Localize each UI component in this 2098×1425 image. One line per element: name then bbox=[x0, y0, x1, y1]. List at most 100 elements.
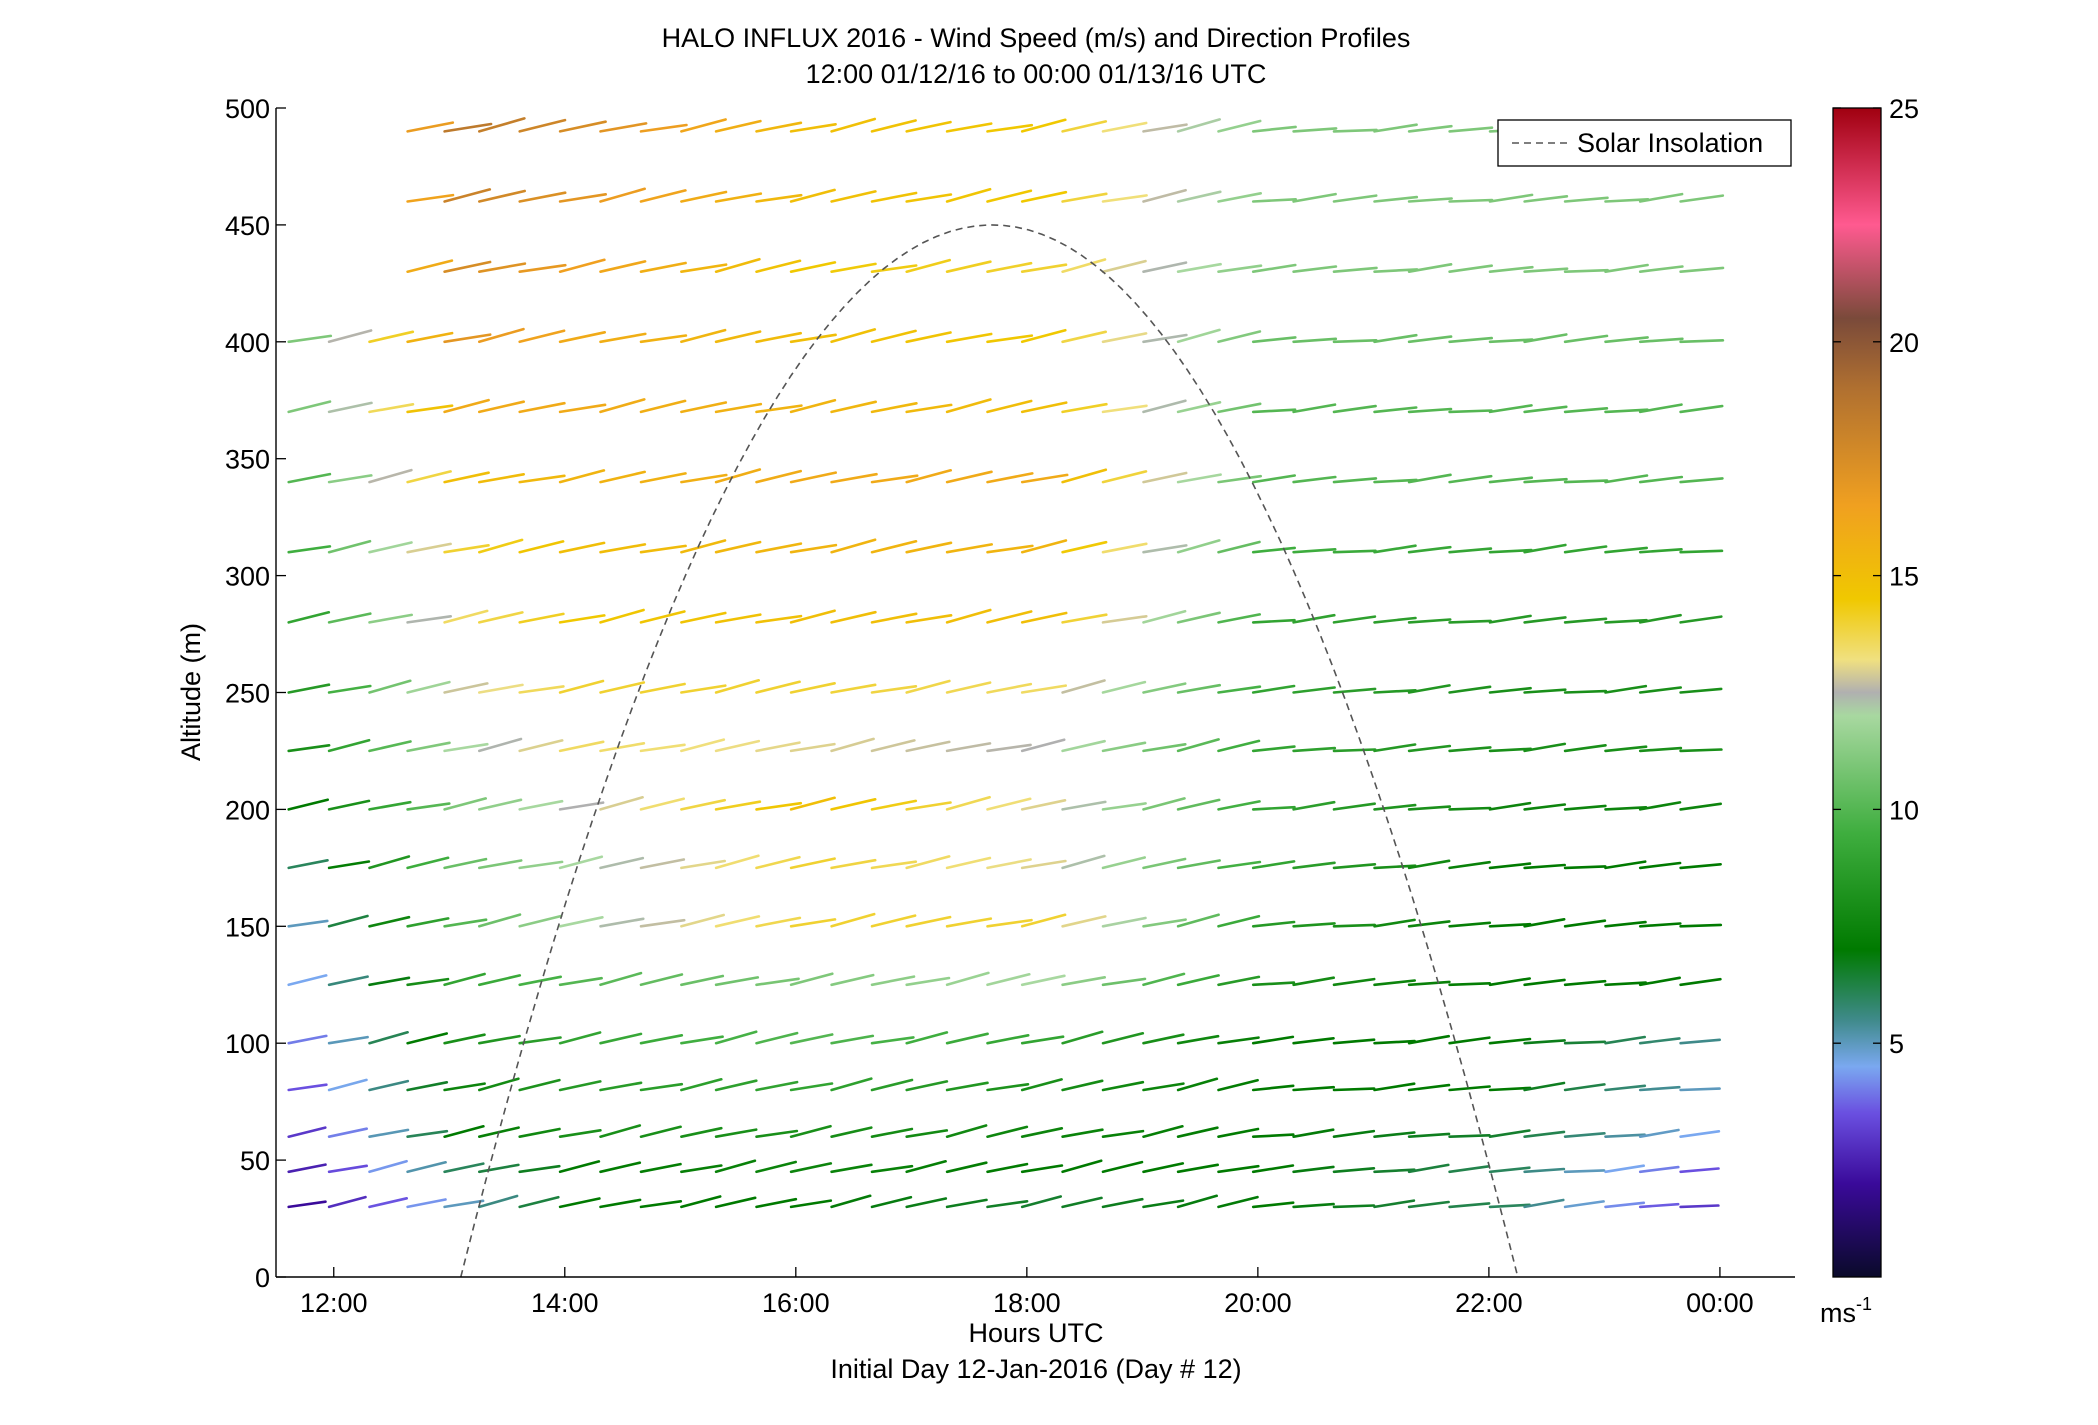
wind-vector bbox=[1604, 198, 1650, 203]
wind-vector bbox=[755, 542, 803, 554]
wind-vector bbox=[1251, 920, 1296, 928]
wind-vector bbox=[443, 1033, 486, 1045]
wind-vector bbox=[1292, 1128, 1335, 1138]
wind-vector bbox=[477, 859, 523, 870]
wind-vector bbox=[945, 1032, 989, 1045]
wind-vector bbox=[558, 330, 607, 344]
wind-vector bbox=[1217, 264, 1263, 274]
y-tick-label: 200 bbox=[225, 795, 270, 825]
wind-vector bbox=[599, 917, 645, 928]
wind-vector bbox=[1373, 803, 1417, 811]
wind-vector bbox=[986, 918, 1033, 928]
x-axis-label-day: Initial Day 12-Jan-2016 (Day # 12) bbox=[830, 1354, 1241, 1384]
wind-vector bbox=[1061, 330, 1107, 344]
wind-vector bbox=[368, 1128, 410, 1138]
wind-vector bbox=[1101, 977, 1147, 987]
wind-vector bbox=[368, 800, 412, 811]
wind-vector bbox=[789, 609, 836, 624]
wind-vector bbox=[1373, 268, 1419, 274]
wind-vector bbox=[945, 398, 992, 414]
legend-box bbox=[1497, 119, 1792, 167]
wind-vector bbox=[1488, 1203, 1531, 1209]
y-tick-label: 300 bbox=[225, 562, 270, 592]
wind-vector bbox=[639, 544, 687, 554]
wind-vector bbox=[714, 854, 760, 870]
wind-vector bbox=[945, 681, 992, 694]
wind-vector bbox=[1020, 1127, 1064, 1138]
wind-vector bbox=[1373, 688, 1417, 694]
wind-vector bbox=[789, 1162, 833, 1174]
y-axis-label: Altitude (m) bbox=[176, 623, 206, 761]
wind-vector bbox=[287, 400, 332, 414]
wind-vector bbox=[945, 971, 990, 987]
wind-vector bbox=[680, 1078, 723, 1092]
wind-vector bbox=[1488, 265, 1534, 274]
wind-vector bbox=[1176, 328, 1221, 344]
wind-vector bbox=[714, 468, 762, 484]
wind-vector bbox=[1061, 402, 1108, 414]
wind-vector bbox=[1292, 475, 1337, 484]
wind-vector bbox=[680, 1195, 722, 1209]
wind-vector bbox=[1407, 1034, 1450, 1045]
wind-vector bbox=[1407, 197, 1453, 203]
colorbar-tick-label: 25 bbox=[1889, 94, 1919, 124]
wind-vector bbox=[1604, 1201, 1646, 1209]
wind-vector bbox=[1407, 1083, 1451, 1092]
wind-vector bbox=[1142, 797, 1186, 811]
wind-vector bbox=[1176, 1194, 1218, 1209]
wind-vector bbox=[327, 329, 373, 344]
wind-vector bbox=[789, 1124, 832, 1138]
wind-vector bbox=[1101, 741, 1147, 753]
wind-vector bbox=[1448, 806, 1492, 811]
wind-vector bbox=[870, 1127, 914, 1138]
wind-vector bbox=[287, 1163, 327, 1174]
wind-vector bbox=[789, 857, 836, 870]
wind-vector bbox=[287, 1126, 327, 1138]
wind-vector bbox=[1251, 1084, 1295, 1092]
wind-vector bbox=[287, 743, 331, 753]
wind-vector bbox=[1563, 743, 1607, 753]
wind-vector bbox=[986, 1083, 1030, 1092]
wind-vector bbox=[406, 470, 452, 484]
wind-vector bbox=[1217, 330, 1262, 344]
wind-vector bbox=[1332, 748, 1377, 753]
wind-vector bbox=[1448, 264, 1493, 274]
wind-vector bbox=[1292, 192, 1337, 203]
wind-vector bbox=[1020, 974, 1066, 987]
wind-vector bbox=[327, 612, 372, 624]
wind-vector bbox=[1563, 545, 1608, 554]
wind-vector bbox=[714, 800, 762, 811]
wind-vector bbox=[1563, 479, 1609, 484]
wind-vector bbox=[1488, 922, 1532, 928]
wind-vector bbox=[599, 681, 646, 694]
wind-vector bbox=[639, 682, 686, 694]
wind-vector bbox=[714, 1128, 758, 1138]
wind-vector bbox=[1448, 685, 1492, 694]
wind-vector bbox=[1217, 975, 1261, 987]
wind-vector bbox=[1217, 540, 1261, 554]
wind-vector bbox=[1679, 1087, 1721, 1092]
wind-vector bbox=[945, 122, 993, 133]
wind-vector bbox=[1176, 1034, 1220, 1045]
wind-vector bbox=[443, 1162, 485, 1174]
wind-vector bbox=[905, 740, 951, 753]
wind-vector bbox=[1176, 1077, 1219, 1092]
wind-vector bbox=[1061, 1079, 1104, 1092]
wind-vector bbox=[1142, 333, 1188, 344]
wind-vector bbox=[1448, 1165, 1491, 1174]
wind-vector bbox=[1679, 1038, 1721, 1045]
wind-vector bbox=[986, 797, 1032, 811]
wind-vector bbox=[1523, 1081, 1566, 1092]
wind-vector bbox=[986, 682, 1033, 694]
wind-vector bbox=[1563, 1132, 1606, 1138]
wind-vector bbox=[287, 334, 333, 344]
chart-subtitle: 12:00 01/12/16 to 00:00 01/13/16 UTC bbox=[806, 59, 1267, 89]
wind-vector bbox=[986, 858, 1032, 870]
wind-vector bbox=[1488, 476, 1534, 484]
wind-vector bbox=[1292, 861, 1336, 870]
wind-vector bbox=[1176, 1163, 1219, 1174]
wind-vector bbox=[1217, 613, 1261, 624]
wind-vector bbox=[1638, 1165, 1680, 1174]
wind-vector bbox=[1373, 1082, 1416, 1092]
wind-vector bbox=[558, 614, 606, 624]
